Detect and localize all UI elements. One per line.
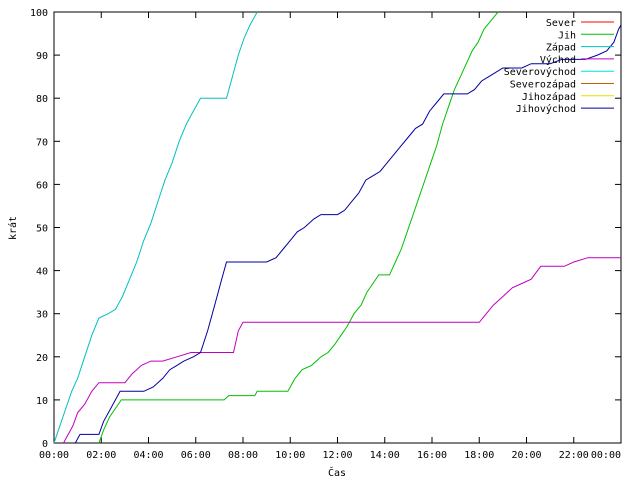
legend-label: Jihozápad	[522, 91, 576, 103]
legend-label: Západ	[546, 42, 576, 54]
y-tick-label: 40	[36, 267, 48, 278]
x-tick-label: 16:00	[417, 450, 447, 461]
x-tick-label: 06:00	[181, 450, 211, 461]
x-tick-label: 08:00	[228, 450, 258, 461]
series-lines	[53, 11, 622, 444]
x-tick-label: 04:00	[133, 450, 163, 461]
x-tick-label: 12:00	[322, 450, 352, 461]
x-tick-label: 00:00	[591, 450, 621, 461]
y-axis: 0 10 20 30 40 50 60 70 80 90 100	[30, 8, 621, 450]
y-tick-label: 30	[36, 310, 48, 321]
x-tick-label: 02:00	[86, 450, 116, 461]
series-line	[63, 257, 621, 444]
y-tick-label: 70	[36, 137, 48, 148]
x-axis-label: Čas	[328, 466, 346, 479]
legend-label: Jih	[558, 30, 576, 41]
series-line	[74, 24, 622, 444]
x-tick-label: 20:00	[511, 450, 541, 461]
x-tick-label: 10:00	[275, 450, 305, 461]
legend-label: Jihovýchod	[516, 103, 576, 115]
legend-label: Severovýchod	[504, 66, 576, 78]
y-tick-label: 50	[36, 224, 48, 235]
y-tick-label: 0	[42, 439, 48, 450]
y-tick-label: 10	[36, 396, 48, 407]
x-tick-label: 18:00	[464, 450, 494, 461]
y-axis-label: krát	[7, 216, 19, 240]
legend-label: Sever	[546, 18, 576, 29]
y-tick-label: 90	[36, 51, 48, 62]
y-tick-label: 80	[36, 94, 48, 105]
series-line	[98, 11, 499, 444]
x-tick-label: 14:00	[370, 450, 400, 461]
x-tick-label: 00:00	[39, 450, 69, 461]
legend: SeverJihZápadVýchodSeverovýchodSeverozáp…	[504, 18, 614, 115]
x-tick-label: 22:00	[559, 450, 589, 461]
y-tick-label: 100	[30, 8, 48, 19]
y-tick-label: 20	[36, 353, 48, 364]
x-axis: 00:00 02:00 04:00 06:00 08:00 10:00 12:00 14:00…	[39, 12, 622, 461]
legend-label: Východ	[540, 54, 576, 66]
y-tick-label: 60	[36, 180, 48, 191]
series-line	[53, 11, 258, 444]
legend-label: Severozápad	[510, 79, 576, 91]
